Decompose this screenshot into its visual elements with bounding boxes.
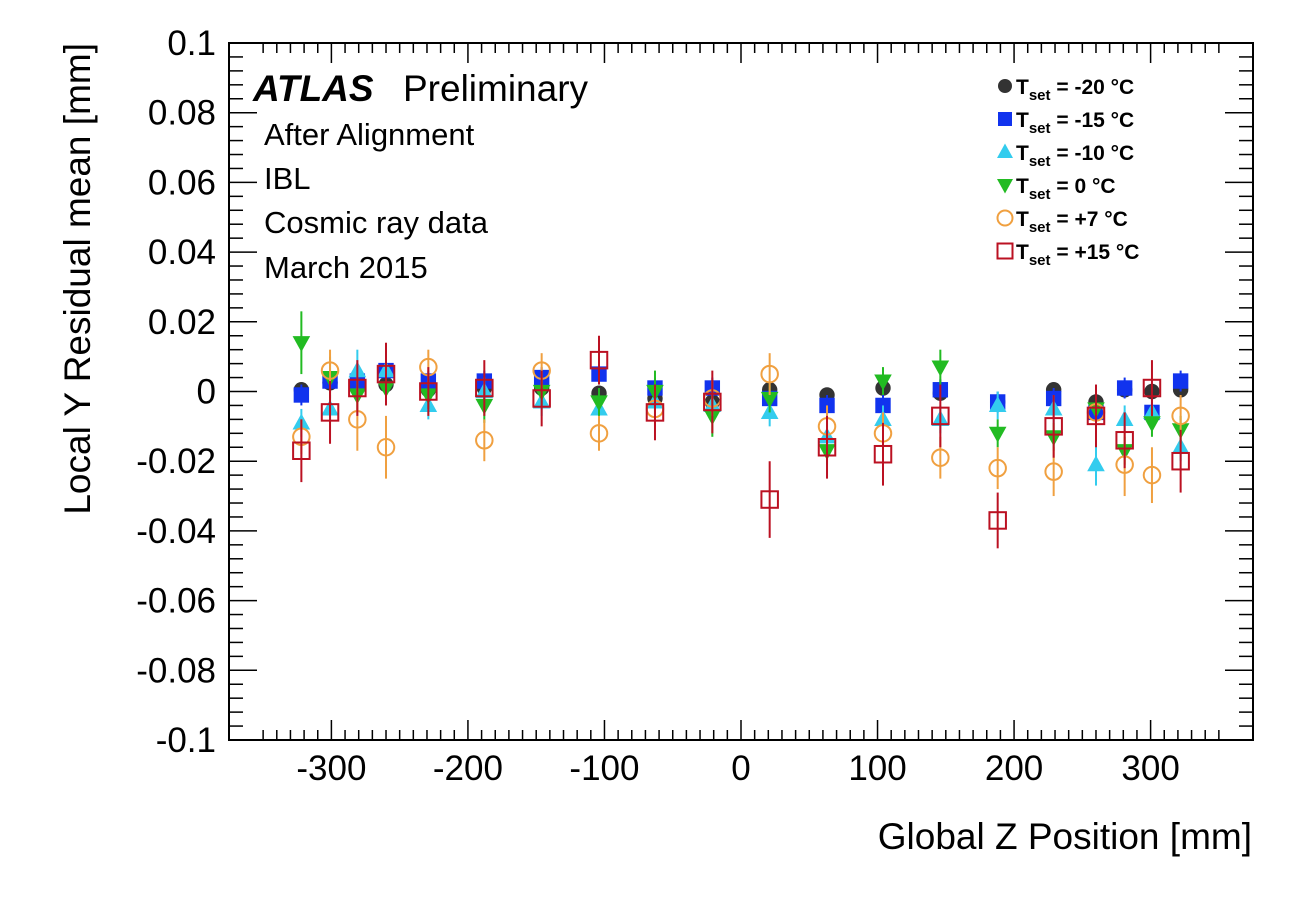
data-point bbox=[320, 361, 340, 380]
x-tick-label: -300 bbox=[296, 749, 366, 788]
legend-entry: Tset = 0 °C bbox=[997, 175, 1116, 203]
y-tick-label: 0 bbox=[197, 373, 216, 412]
data-point bbox=[589, 350, 609, 370]
legend-label: Tset = +15 °C bbox=[1016, 241, 1139, 269]
data-point bbox=[817, 438, 837, 457]
data-point bbox=[590, 395, 608, 412]
x-tick-label: 300 bbox=[1121, 749, 1179, 788]
data-point bbox=[1044, 462, 1063, 481]
y-tick-label: -0.06 bbox=[136, 582, 216, 621]
data-point bbox=[376, 438, 396, 457]
data-point bbox=[760, 364, 779, 384]
legend-marker bbox=[996, 242, 1014, 260]
data-point bbox=[874, 374, 892, 391]
y-tick-label: -0.08 bbox=[136, 651, 216, 690]
legend: Tset = -20 °C Tset = -15 °C Tset = -10 °C T… bbox=[996, 76, 1139, 269]
legend-marker bbox=[998, 112, 1012, 126]
data-point bbox=[988, 396, 1007, 413]
data-point bbox=[419, 382, 438, 401]
data-point bbox=[1172, 373, 1189, 389]
legend-marker bbox=[997, 143, 1013, 158]
data-point bbox=[293, 387, 310, 403]
legend-label: Tset = -10 °C bbox=[1016, 142, 1134, 170]
data-point bbox=[760, 490, 779, 509]
y-tick-label: 0.08 bbox=[148, 94, 216, 133]
data-point bbox=[1044, 417, 1063, 436]
legend-entry: Tset = +15 °C bbox=[996, 241, 1139, 269]
data-point bbox=[1086, 406, 1106, 426]
legend-marker bbox=[997, 179, 1013, 194]
data-point bbox=[873, 444, 893, 464]
atlas-label: ATLAS bbox=[252, 68, 374, 109]
x-axis-label: Global Z Position [mm] bbox=[878, 816, 1252, 857]
data-point bbox=[348, 378, 367, 398]
y-tick-label: 0.1 bbox=[167, 24, 216, 63]
legend-marker bbox=[996, 209, 1014, 227]
y-tick-label: 0.04 bbox=[148, 233, 216, 272]
data-point bbox=[931, 360, 950, 377]
data-point bbox=[988, 458, 1007, 478]
data-point bbox=[988, 511, 1007, 530]
data-point bbox=[532, 389, 551, 408]
x-tick-label: -100 bbox=[569, 749, 639, 788]
series-1 bbox=[293, 360, 1189, 423]
data-point bbox=[931, 448, 950, 467]
data-point bbox=[760, 391, 779, 408]
data-point bbox=[703, 392, 722, 412]
annotation-block: ATLAS Preliminary After Alignment IBL Co… bbox=[252, 68, 589, 285]
annotation-line: After Alignment bbox=[264, 117, 475, 152]
data-point bbox=[589, 424, 609, 443]
legend-entry: Tset = +7 °C bbox=[996, 208, 1128, 236]
y-tick-label: -0.1 bbox=[156, 721, 216, 760]
data-point bbox=[475, 431, 494, 450]
y-tick-label: 0.06 bbox=[148, 163, 216, 202]
legend-marker bbox=[998, 79, 1012, 93]
data-point bbox=[320, 403, 340, 422]
y-axis-label: Local Y Residual mean [mm] bbox=[57, 43, 98, 515]
data-point bbox=[1142, 378, 1162, 398]
data-point bbox=[1115, 431, 1134, 450]
legend-label: Tset = 0 °C bbox=[1016, 175, 1116, 203]
data-point bbox=[1142, 465, 1162, 485]
legend-entry: Tset = -15 °C bbox=[998, 109, 1134, 137]
y-tick-label: -0.04 bbox=[136, 512, 216, 551]
x-tick-label: 200 bbox=[985, 749, 1043, 788]
annotation-line: Cosmic ray data bbox=[264, 205, 489, 240]
annotation-line: March 2015 bbox=[264, 250, 428, 285]
data-point bbox=[1171, 406, 1190, 426]
x-tick-label: 100 bbox=[848, 749, 906, 788]
x-tick-label: 0 bbox=[731, 749, 750, 788]
data-point bbox=[1116, 380, 1133, 396]
data-point bbox=[376, 364, 396, 384]
data-point bbox=[292, 336, 311, 353]
data-point bbox=[1143, 416, 1161, 433]
series-layer bbox=[292, 311, 1190, 549]
legend-entry: Tset = -10 °C bbox=[997, 142, 1134, 170]
data-point bbox=[988, 426, 1007, 443]
x-axis: -300 -200 -100 0 100 200 300 bbox=[262, 43, 1220, 788]
data-point bbox=[931, 406, 950, 426]
x-tick-label: -200 bbox=[433, 749, 503, 788]
data-point bbox=[1171, 451, 1190, 471]
y-tick-label: -0.02 bbox=[136, 442, 216, 481]
series-5 bbox=[292, 335, 1190, 549]
data-point bbox=[1087, 455, 1105, 472]
annotation-line: IBL bbox=[264, 161, 311, 196]
preliminary-label: Preliminary bbox=[403, 68, 589, 109]
legend-entry: Tset = -20 °C bbox=[998, 76, 1134, 104]
legend-label: Tset = -20 °C bbox=[1016, 76, 1134, 104]
legend-label: Tset = +7 °C bbox=[1016, 208, 1128, 236]
y-tick-label: 0.02 bbox=[148, 303, 216, 342]
data-point bbox=[645, 403, 665, 422]
legend-label: Tset = -15 °C bbox=[1016, 109, 1134, 137]
data-point bbox=[475, 378, 494, 398]
y-axis: -0.1 -0.08 -0.06 -0.04 -0.02 0 0.02 0.04 0.06 0.0… bbox=[136, 24, 1253, 760]
data-point bbox=[292, 441, 311, 460]
